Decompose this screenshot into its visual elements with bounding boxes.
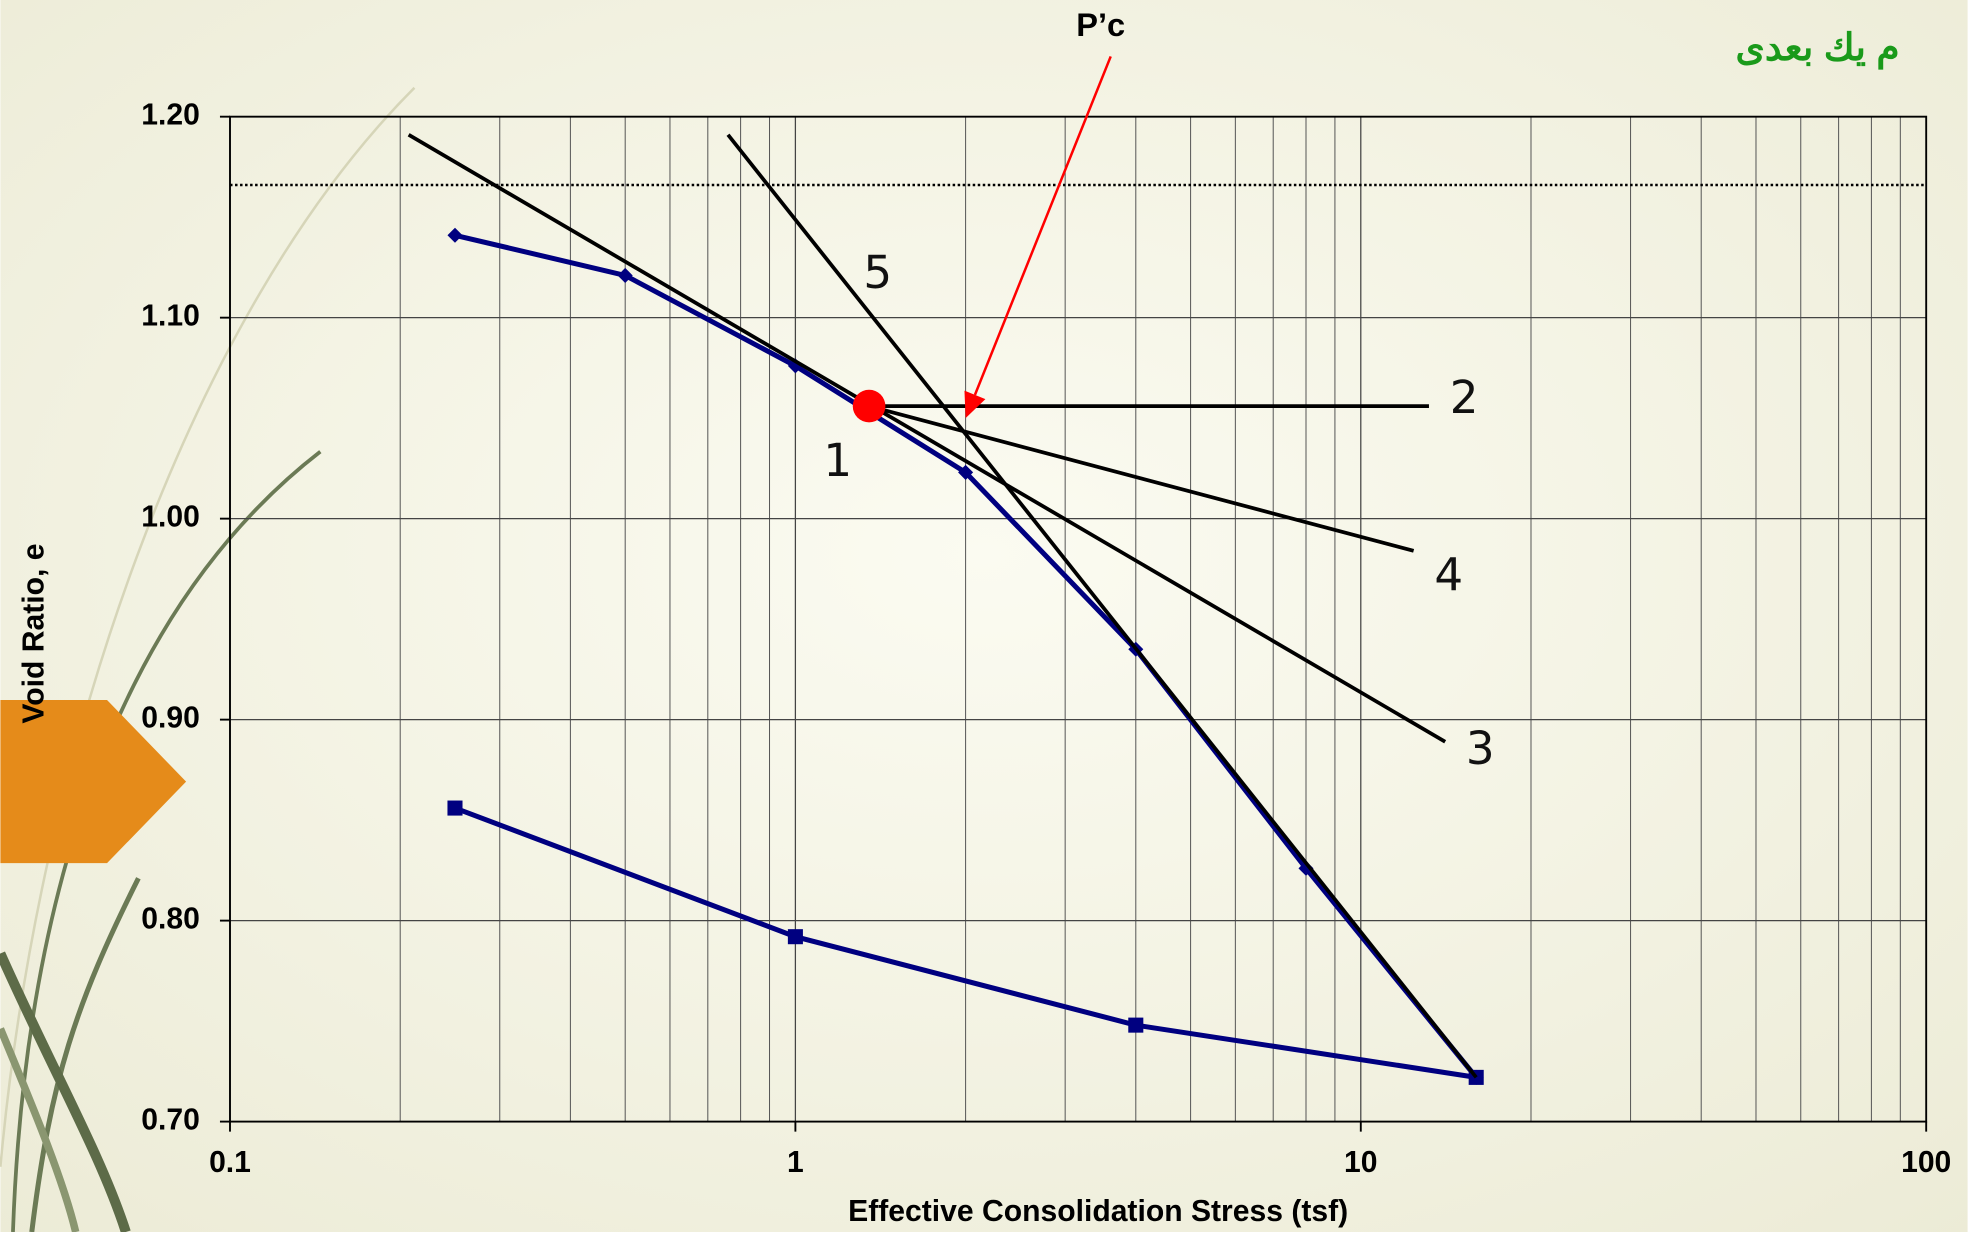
- x-axis-title: Effective Consolidation Stress (tsf): [848, 1195, 1348, 1228]
- y-tick-label: 0.70: [141, 1104, 200, 1137]
- decor-curve: [0, 951, 131, 1234]
- square-marker: [787, 929, 803, 945]
- construction-label: 3: [1466, 722, 1495, 775]
- diamond-marker: [617, 267, 633, 283]
- decor-curve: [29, 877, 141, 1233]
- annotation-arrowhead: [964, 390, 986, 419]
- x-tick-label: 10: [1344, 1146, 1377, 1179]
- key-point-label: 1: [823, 434, 852, 487]
- construction-label: 2: [1450, 371, 1479, 424]
- x-tick-label: 0.1: [209, 1146, 251, 1179]
- construction-label: 4: [1434, 548, 1463, 601]
- key-point: [852, 389, 886, 423]
- annotation-arrow: [973, 55, 1112, 396]
- y-axis-title: Void Ratio, e: [17, 544, 50, 724]
- series-line: [454, 805, 1477, 1080]
- annotation-label: P’c: [1076, 6, 1125, 43]
- decor-tab: [0, 700, 187, 864]
- y-tick-label: 1.00: [141, 501, 200, 534]
- decor-curve: [0, 86, 416, 1167]
- y-tick-label: 1.10: [141, 300, 200, 333]
- construction-label: 5: [863, 246, 892, 299]
- decor-curve: [0, 1027, 80, 1233]
- y-tick-label: 1.20: [141, 99, 200, 132]
- plot-frame: [229, 115, 1928, 1123]
- square-marker: [1128, 1017, 1144, 1033]
- diamond-marker: [447, 227, 463, 243]
- diamond-marker: [1298, 860, 1314, 876]
- square-marker: [447, 800, 463, 816]
- header-text: م يك بعدى: [1735, 26, 1899, 70]
- y-tick-label: 0.90: [141, 702, 200, 735]
- construction-line: [868, 404, 1415, 553]
- construction-line: [407, 133, 1447, 744]
- y-tick-label: 0.80: [141, 903, 200, 936]
- x-tick-label: 1: [787, 1146, 804, 1179]
- x-tick-label: 100: [1901, 1146, 1951, 1179]
- construction-line: [726, 133, 1478, 1079]
